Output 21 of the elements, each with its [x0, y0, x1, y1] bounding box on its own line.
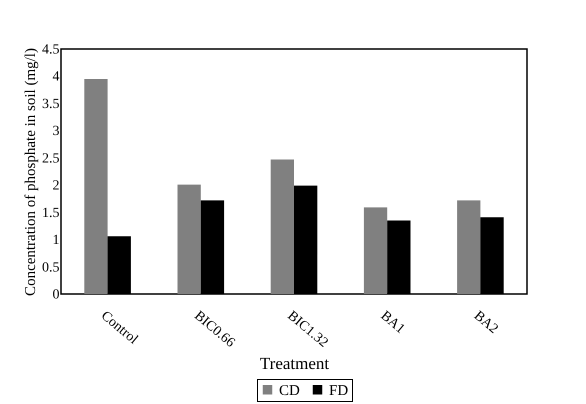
x-tick-label: BA1 [378, 308, 408, 337]
y-tick-label: 4 [52, 70, 60, 85]
y-tick-label: 2 [52, 178, 60, 194]
y-tick-label: 2.5 [42, 151, 60, 166]
bar [364, 207, 388, 294]
bar [84, 78, 108, 294]
y-tick-label: 0.5 [42, 260, 60, 276]
y-tick-label: 4.5 [42, 42, 60, 58]
legend-label: CD [279, 382, 300, 399]
x-tick-label: BA2 [470, 308, 501, 337]
y-tick-label: 1 [52, 233, 60, 248]
bar [457, 200, 480, 294]
y-tick-label: 0 [52, 288, 60, 302]
y-tick-label: 1.5 [42, 206, 60, 221]
bar [178, 184, 201, 294]
y-tick-label: 3 [52, 124, 60, 140]
x-axis-title: Treatment [260, 354, 330, 373]
y-axis-title: Concentration of phosphate in soil (mg/l) [23, 48, 39, 296]
legend-label: FD [329, 382, 348, 399]
y-tick-label: 3.5 [42, 96, 60, 112]
bar [270, 160, 294, 294]
